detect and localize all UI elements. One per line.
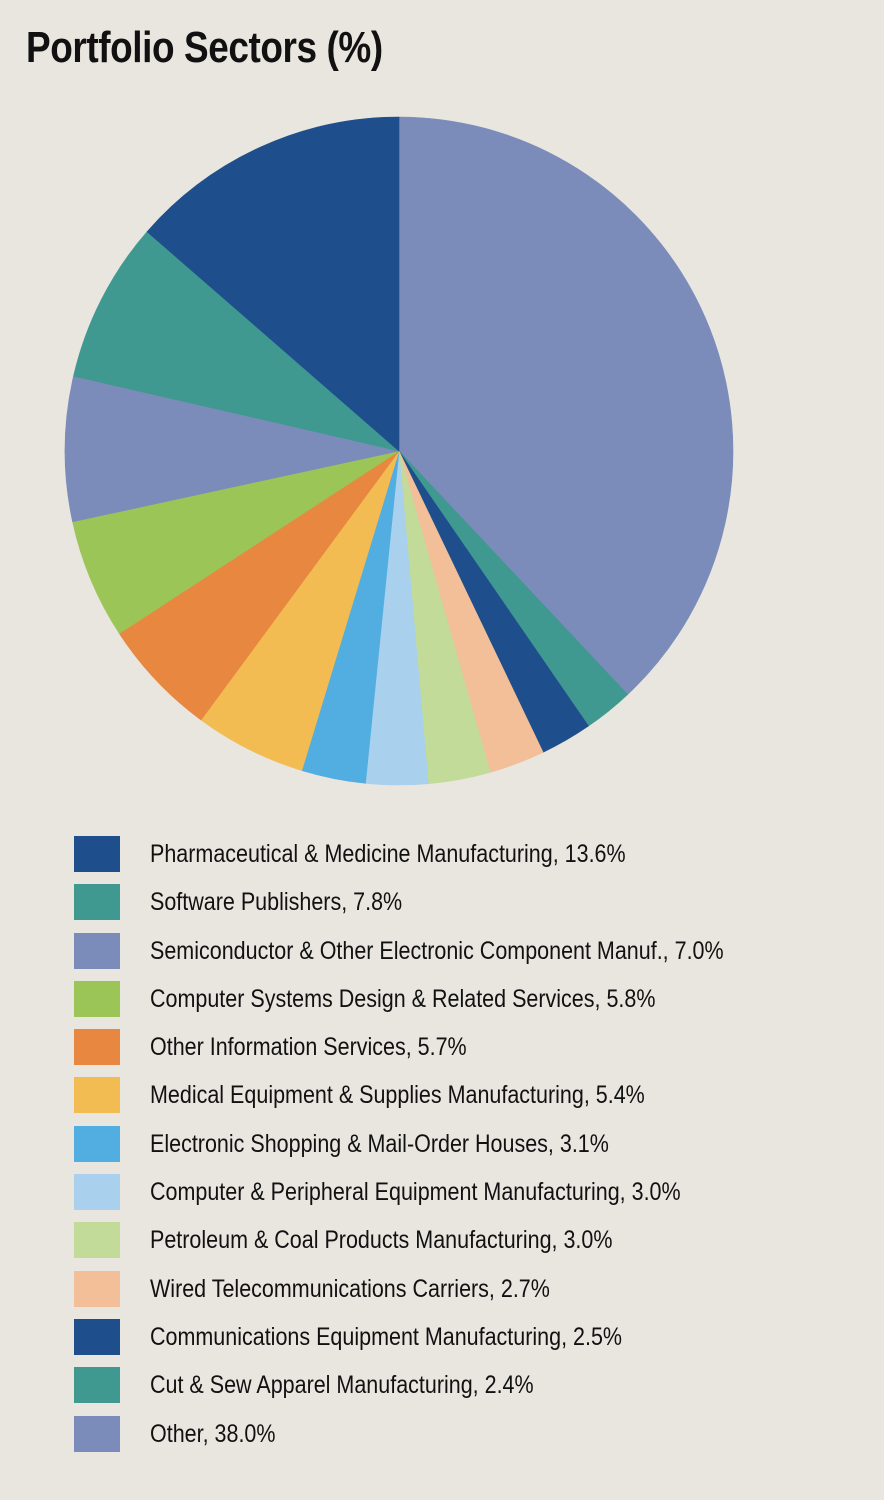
legend-swatch bbox=[74, 1077, 120, 1114]
legend-item: Electronic Shopping & Mail-Order Houses,… bbox=[74, 1124, 817, 1172]
legend-label: Petroleum & Coal Products Manufacturing,… bbox=[150, 1226, 613, 1255]
legend-label: Communications Equipment Manufacturing, … bbox=[150, 1322, 623, 1351]
legend-swatch bbox=[74, 836, 120, 872]
legend-item: Petroleum & Coal Products Manufacturing,… bbox=[74, 1220, 817, 1268]
legend-label: Other Information Services, 5.7% bbox=[150, 1033, 467, 1062]
legend-label: Cut & Sew Apparel Manufacturing, 2.4% bbox=[150, 1371, 534, 1400]
legend-label: Computer Systems Design & Related Servic… bbox=[150, 984, 656, 1013]
legend-label: Software Publishers, 7.8% bbox=[150, 888, 403, 917]
legend-swatch bbox=[74, 1415, 120, 1452]
legend-item: Wired Telecommunications Carriers, 2.7% bbox=[74, 1269, 817, 1317]
legend-label: Electronic Shopping & Mail-Order Houses,… bbox=[150, 1129, 609, 1158]
pie-slice-2 bbox=[64, 375, 400, 523]
legend-swatch bbox=[74, 932, 120, 969]
legend-item: Computer Systems Design & Related Servic… bbox=[74, 979, 817, 1027]
legend-label: Pharmaceutical & Medicine Manufacturing,… bbox=[150, 840, 626, 868]
legend-label: Wired Telecommunications Carriers, 2.7% bbox=[150, 1274, 550, 1303]
legend-swatch bbox=[74, 1367, 120, 1404]
legend-item: Communications Equipment Manufacturing, … bbox=[74, 1317, 817, 1365]
legend-item: Other, 38.0% bbox=[74, 1414, 817, 1462]
legend-swatch bbox=[74, 1222, 120, 1259]
pie-chart bbox=[64, 116, 734, 786]
legend-swatch bbox=[74, 1174, 120, 1211]
legend-item: Pharmaceutical & Medicine Manufacturing,… bbox=[74, 834, 817, 882]
legend-item: Computer & Peripheral Equipment Manufact… bbox=[74, 1172, 817, 1220]
legend-swatch bbox=[74, 980, 120, 1017]
legend-swatch bbox=[74, 1270, 120, 1307]
legend-label: Computer & Peripheral Equipment Manufact… bbox=[150, 1178, 681, 1207]
legend-swatch bbox=[74, 1029, 120, 1066]
pie-slice-12 bbox=[398, 116, 734, 695]
pie-slice-0 bbox=[146, 116, 400, 452]
legend: Pharmaceutical & Medicine Manufacturing,… bbox=[74, 834, 817, 1462]
legend-label: Semiconductor & Other Electronic Compone… bbox=[150, 936, 724, 965]
legend-label: Medical Equipment & Supplies Manufacturi… bbox=[150, 1081, 645, 1110]
legend-item: Medical Equipment & Supplies Manufacturi… bbox=[74, 1075, 817, 1123]
pie-slices bbox=[64, 116, 734, 786]
legend-label: Other, 38.0% bbox=[150, 1419, 276, 1448]
legend-swatch bbox=[74, 1318, 120, 1355]
legend-item: Software Publishers, 7.8% bbox=[74, 882, 817, 930]
legend-swatch bbox=[74, 884, 120, 921]
legend-swatch bbox=[74, 1125, 120, 1162]
legend-item: Cut & Sew Apparel Manufacturing, 2.4% bbox=[74, 1365, 817, 1413]
legend-item: Semiconductor & Other Electronic Compone… bbox=[74, 931, 817, 979]
chart-title: Portfolio Sectors (%) bbox=[26, 23, 383, 72]
pie-slice-1 bbox=[73, 231, 400, 452]
legend-item: Other Information Services, 5.7% bbox=[74, 1027, 817, 1075]
